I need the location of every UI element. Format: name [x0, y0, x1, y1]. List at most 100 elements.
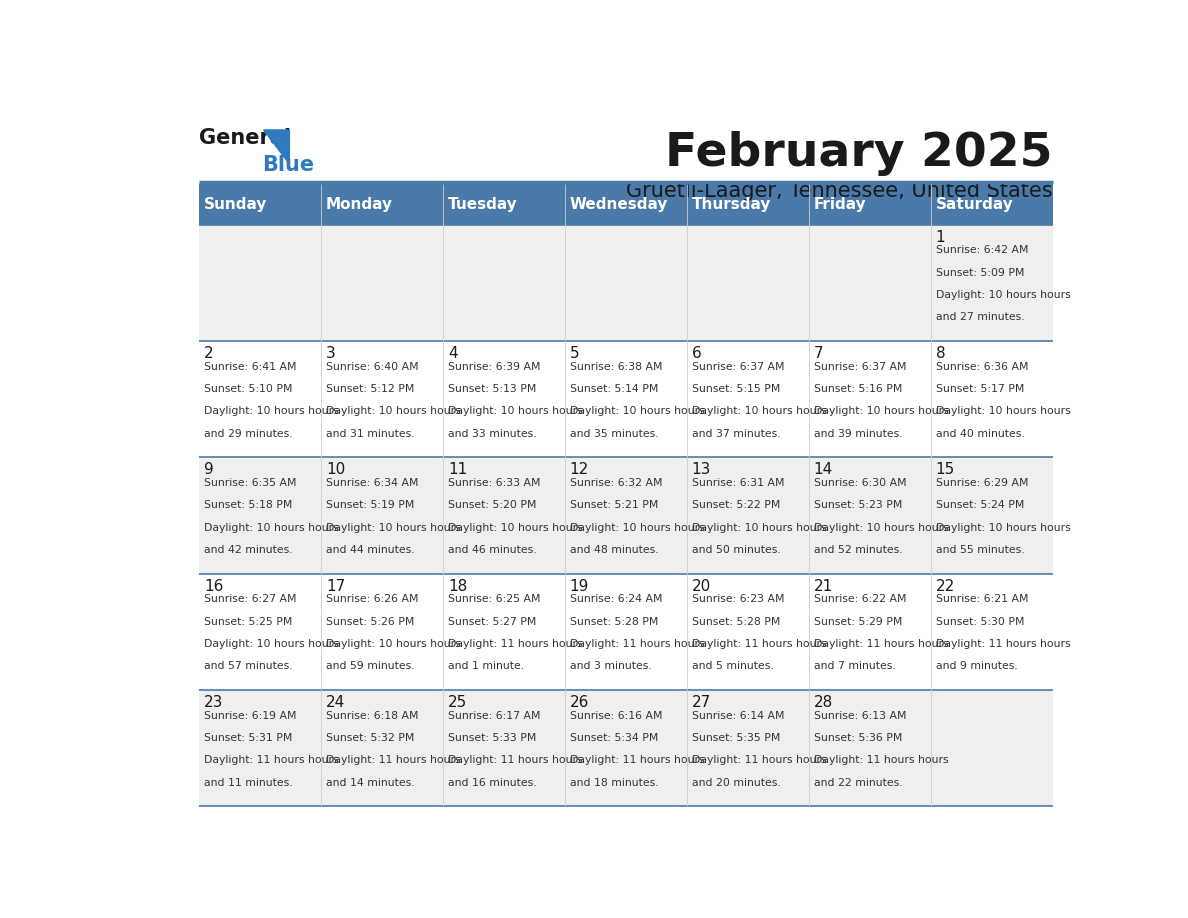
Text: and 31 minutes.: and 31 minutes. — [326, 429, 415, 439]
Text: Sunset: 5:18 PM: Sunset: 5:18 PM — [204, 500, 292, 510]
Text: Sunrise: 6:14 AM: Sunrise: 6:14 AM — [691, 711, 784, 721]
Text: Sunset: 5:34 PM: Sunset: 5:34 PM — [570, 733, 658, 743]
Text: Sunset: 5:13 PM: Sunset: 5:13 PM — [448, 384, 536, 394]
Text: and 50 minutes.: and 50 minutes. — [691, 545, 781, 555]
Text: 8: 8 — [936, 346, 946, 361]
Text: Daylight: 10 hours hours: Daylight: 10 hours hours — [204, 407, 339, 416]
Text: Sunset: 5:15 PM: Sunset: 5:15 PM — [691, 384, 781, 394]
Text: and 33 minutes.: and 33 minutes. — [448, 429, 537, 439]
Text: Daylight: 10 hours hours: Daylight: 10 hours hours — [936, 407, 1070, 416]
Text: Sunday: Sunday — [204, 197, 267, 212]
Text: and 39 minutes.: and 39 minutes. — [814, 429, 902, 439]
Text: 3: 3 — [326, 346, 336, 361]
Text: Daylight: 10 hours hours: Daylight: 10 hours hours — [570, 407, 704, 416]
Text: and 14 minutes.: and 14 minutes. — [326, 778, 415, 788]
Text: Sunset: 5:27 PM: Sunset: 5:27 PM — [448, 617, 536, 627]
Text: Daylight: 11 hours hours: Daylight: 11 hours hours — [570, 756, 704, 766]
Text: Sunrise: 6:29 AM: Sunrise: 6:29 AM — [936, 478, 1028, 487]
Text: Sunrise: 6:30 AM: Sunrise: 6:30 AM — [814, 478, 906, 487]
Text: Daylight: 11 hours hours: Daylight: 11 hours hours — [570, 639, 704, 649]
Text: and 57 minutes.: and 57 minutes. — [204, 661, 292, 671]
Text: Daylight: 11 hours hours: Daylight: 11 hours hours — [448, 756, 582, 766]
Text: 5: 5 — [570, 346, 580, 361]
Text: Sunset: 5:17 PM: Sunset: 5:17 PM — [936, 384, 1024, 394]
Text: and 5 minutes.: and 5 minutes. — [691, 661, 773, 671]
Text: Sunset: 5:19 PM: Sunset: 5:19 PM — [326, 500, 415, 510]
Text: Sunset: 5:30 PM: Sunset: 5:30 PM — [936, 617, 1024, 627]
Text: Sunrise: 6:17 AM: Sunrise: 6:17 AM — [448, 711, 541, 721]
Text: Sunset: 5:36 PM: Sunset: 5:36 PM — [814, 733, 902, 743]
Text: Sunset: 5:14 PM: Sunset: 5:14 PM — [570, 384, 658, 394]
Text: and 44 minutes.: and 44 minutes. — [326, 545, 415, 555]
Text: Daylight: 10 hours hours: Daylight: 10 hours hours — [936, 290, 1070, 300]
Text: February 2025: February 2025 — [665, 131, 1053, 176]
Text: 13: 13 — [691, 463, 712, 477]
Text: and 27 minutes.: and 27 minutes. — [936, 312, 1024, 322]
Bar — [200, 225, 1053, 341]
Text: Daylight: 10 hours hours: Daylight: 10 hours hours — [326, 522, 461, 532]
Text: Sunset: 5:33 PM: Sunset: 5:33 PM — [448, 733, 536, 743]
Text: 19: 19 — [570, 578, 589, 594]
Text: Sunset: 5:28 PM: Sunset: 5:28 PM — [570, 617, 658, 627]
Text: Sunset: 5:21 PM: Sunset: 5:21 PM — [570, 500, 658, 510]
Text: 23: 23 — [204, 695, 223, 710]
Text: and 9 minutes.: and 9 minutes. — [936, 661, 1017, 671]
Text: Sunset: 5:32 PM: Sunset: 5:32 PM — [326, 733, 415, 743]
Text: Daylight: 10 hours hours: Daylight: 10 hours hours — [204, 522, 339, 532]
Text: and 48 minutes.: and 48 minutes. — [570, 545, 658, 555]
Bar — [200, 690, 1053, 806]
Text: Sunset: 5:25 PM: Sunset: 5:25 PM — [204, 617, 292, 627]
Text: Sunset: 5:16 PM: Sunset: 5:16 PM — [814, 384, 902, 394]
Text: Daylight: 11 hours hours: Daylight: 11 hours hours — [448, 639, 582, 649]
Text: Sunrise: 6:18 AM: Sunrise: 6:18 AM — [326, 711, 418, 721]
Text: Daylight: 11 hours hours: Daylight: 11 hours hours — [691, 756, 827, 766]
Text: Gruetli-Laager, Tennessee, United States: Gruetli-Laager, Tennessee, United States — [626, 181, 1053, 201]
Text: Daylight: 11 hours hours: Daylight: 11 hours hours — [204, 756, 339, 766]
Text: Daylight: 11 hours hours: Daylight: 11 hours hours — [326, 756, 461, 766]
Text: General: General — [200, 128, 291, 148]
Bar — [200, 457, 1053, 574]
Text: and 55 minutes.: and 55 minutes. — [936, 545, 1024, 555]
Text: Sunrise: 6:25 AM: Sunrise: 6:25 AM — [448, 594, 541, 604]
Text: Daylight: 11 hours hours: Daylight: 11 hours hours — [691, 639, 827, 649]
Text: 10: 10 — [326, 463, 346, 477]
Text: and 40 minutes.: and 40 minutes. — [936, 429, 1024, 439]
Text: 15: 15 — [936, 463, 955, 477]
Text: Sunset: 5:20 PM: Sunset: 5:20 PM — [448, 500, 536, 510]
Bar — [200, 185, 1053, 225]
Text: Sunrise: 6:34 AM: Sunrise: 6:34 AM — [326, 478, 418, 487]
Text: Daylight: 10 hours hours: Daylight: 10 hours hours — [326, 639, 461, 649]
Text: 2: 2 — [204, 346, 214, 361]
Text: 6: 6 — [691, 346, 701, 361]
Text: and 46 minutes.: and 46 minutes. — [448, 545, 537, 555]
Text: Daylight: 10 hours hours: Daylight: 10 hours hours — [814, 407, 948, 416]
Text: and 7 minutes.: and 7 minutes. — [814, 661, 896, 671]
Text: Sunrise: 6:23 AM: Sunrise: 6:23 AM — [691, 594, 784, 604]
Text: 17: 17 — [326, 578, 346, 594]
Text: Sunrise: 6:41 AM: Sunrise: 6:41 AM — [204, 362, 297, 372]
Text: Daylight: 10 hours hours: Daylight: 10 hours hours — [691, 407, 827, 416]
Text: 1: 1 — [936, 230, 946, 244]
Text: and 22 minutes.: and 22 minutes. — [814, 778, 902, 788]
Text: 20: 20 — [691, 578, 710, 594]
Text: and 16 minutes.: and 16 minutes. — [448, 778, 537, 788]
Text: Daylight: 11 hours hours: Daylight: 11 hours hours — [814, 639, 948, 649]
Text: Daylight: 10 hours hours: Daylight: 10 hours hours — [570, 522, 704, 532]
Text: and 3 minutes.: and 3 minutes. — [570, 661, 651, 671]
Polygon shape — [264, 130, 290, 164]
Text: Sunset: 5:35 PM: Sunset: 5:35 PM — [691, 733, 781, 743]
Text: Daylight: 10 hours hours: Daylight: 10 hours hours — [448, 407, 582, 416]
Text: Sunset: 5:31 PM: Sunset: 5:31 PM — [204, 733, 292, 743]
Text: and 52 minutes.: and 52 minutes. — [814, 545, 902, 555]
Text: 24: 24 — [326, 695, 346, 710]
Text: Daylight: 11 hours hours: Daylight: 11 hours hours — [814, 756, 948, 766]
Text: Sunrise: 6:19 AM: Sunrise: 6:19 AM — [204, 711, 297, 721]
Text: Daylight: 10 hours hours: Daylight: 10 hours hours — [691, 522, 827, 532]
Text: 26: 26 — [570, 695, 589, 710]
Bar — [200, 341, 1053, 457]
Text: Wednesday: Wednesday — [570, 197, 668, 212]
Text: Sunrise: 6:42 AM: Sunrise: 6:42 AM — [936, 245, 1028, 255]
Text: and 35 minutes.: and 35 minutes. — [570, 429, 658, 439]
Text: Sunrise: 6:40 AM: Sunrise: 6:40 AM — [326, 362, 418, 372]
Text: Sunrise: 6:22 AM: Sunrise: 6:22 AM — [814, 594, 906, 604]
